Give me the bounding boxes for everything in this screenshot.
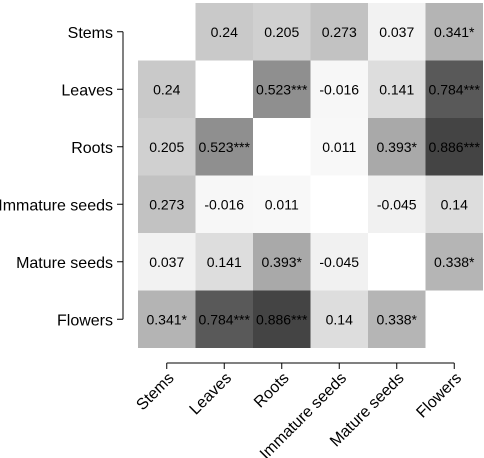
heatmap-cell-stems-mature-seeds bbox=[368, 3, 426, 61]
heatmap-cell-leaves-mature-seeds bbox=[368, 60, 426, 118]
cell-label-mature-seeds-leaves: 0.141 bbox=[207, 254, 242, 270]
cell-label-leaves-mature-seeds: 0.141 bbox=[379, 81, 414, 97]
heatmap-cell-roots-roots bbox=[253, 118, 311, 176]
cell-label-immature-seeds-leaves: -0.016 bbox=[204, 196, 244, 212]
cell-label-flowers-roots: 0.886*** bbox=[256, 311, 308, 327]
cell-label-mature-seeds-stems: 0.037 bbox=[149, 254, 184, 270]
y-tick-label-flowers: Flowers bbox=[57, 312, 113, 329]
heatmap-cell-flowers-leaves bbox=[195, 290, 253, 348]
heatmap-cell-mature-seeds-immature-seeds bbox=[310, 233, 368, 291]
cell-label-mature-seeds-roots: 0.393* bbox=[262, 254, 303, 270]
heatmap-cell-roots-leaves bbox=[195, 118, 253, 176]
y-axis: Stems Leaves Roots Immature seeds Mature see… bbox=[0, 25, 124, 329]
x-tick-label-roots: Roots bbox=[251, 370, 293, 412]
heatmap-cell-flowers-stems bbox=[138, 290, 196, 348]
y-tick-label-immature-seeds: Immature seeds bbox=[0, 197, 113, 214]
heatmap-cell-flowers-roots bbox=[253, 290, 311, 348]
cell-label-roots-stems: 0.205 bbox=[149, 139, 184, 155]
cell-label-leaves-immature-seeds: -0.016 bbox=[319, 81, 359, 97]
heatmap-cell-mature-seeds-stems bbox=[138, 233, 196, 291]
heatmap-cell-leaves-roots bbox=[253, 60, 311, 118]
y-tick-label-roots: Roots bbox=[71, 140, 113, 157]
y-tick-label-leaves: Leaves bbox=[61, 82, 113, 99]
heatmap-cell-immature-seeds-roots bbox=[253, 175, 311, 233]
heatmap-cell-roots-flowers bbox=[425, 118, 483, 176]
y-tick-label-stems: Stems bbox=[68, 25, 113, 42]
heatmap-cell-mature-seeds-flowers bbox=[425, 233, 483, 291]
cell-label-leaves-stems: 0.24 bbox=[153, 81, 180, 97]
heatmap-cell-roots-mature-seeds bbox=[368, 118, 426, 176]
cell-label-mature-seeds-flowers: 0.338* bbox=[434, 254, 475, 270]
cell-label-flowers-leaves: 0.784*** bbox=[199, 311, 251, 327]
heatmap-cell-stems-immature-seeds bbox=[310, 3, 368, 61]
x-tick-label-stems: Stems bbox=[133, 370, 177, 414]
heatmap-cell-immature-seeds-flowers bbox=[425, 175, 483, 233]
cell-label-flowers-stems: 0.341* bbox=[147, 311, 188, 327]
heatmap-cell-mature-seeds-roots bbox=[253, 233, 311, 291]
cell-label-roots-mature-seeds: 0.393* bbox=[377, 139, 418, 155]
cell-label-immature-seeds-stems: 0.273 bbox=[149, 196, 184, 212]
heatmap-cell-stems-flowers bbox=[425, 3, 483, 61]
heatmap-cells bbox=[138, 3, 483, 348]
heatmap-cell-immature-seeds-leaves bbox=[195, 175, 253, 233]
heatmap-cell-stems-roots bbox=[253, 3, 311, 61]
heatmap-cell-leaves-immature-seeds bbox=[310, 60, 368, 118]
heatmap-cell-labels: 0.24 0.205 0.273 0.037 0.341* 0.24 0.523*** -0.… bbox=[147, 24, 481, 328]
heatmap-cell-immature-seeds-immature-seeds bbox=[310, 175, 368, 233]
heatmap-cell-flowers-mature-seeds bbox=[368, 290, 426, 348]
x-tick-label-leaves: Leaves bbox=[187, 370, 236, 419]
heatmap-cell-flowers-immature-seeds bbox=[310, 290, 368, 348]
heatmap-cell-stems-leaves bbox=[195, 3, 253, 61]
cell-label-roots-immature-seeds: 0.011 bbox=[322, 139, 356, 155]
cell-label-stems-mature-seeds: 0.037 bbox=[379, 24, 414, 40]
heatmap-cell-leaves-flowers bbox=[425, 60, 483, 118]
cell-label-immature-seeds-flowers: 0.14 bbox=[441, 196, 468, 212]
heatmap-cell-immature-seeds-mature-seeds bbox=[368, 175, 426, 233]
heatmap-cell-roots-stems bbox=[138, 118, 196, 176]
heatmap-cell-leaves-stems bbox=[138, 60, 196, 118]
cell-label-leaves-roots: 0.523*** bbox=[256, 81, 308, 97]
cell-label-flowers-mature-seeds: 0.338* bbox=[377, 311, 418, 327]
heatmap-cell-flowers-flowers bbox=[425, 290, 483, 348]
cell-label-flowers-immature-seeds: 0.14 bbox=[326, 311, 353, 327]
cell-label-stems-leaves: 0.24 bbox=[211, 24, 238, 40]
heatmap-cell-roots-immature-seeds bbox=[310, 118, 368, 176]
x-tick-label-flowers: Flowers bbox=[413, 370, 465, 422]
cell-label-stems-flowers: 0.341* bbox=[434, 24, 475, 40]
heatmap-cell-immature-seeds-stems bbox=[138, 175, 196, 233]
cell-label-stems-immature-seeds: 0.273 bbox=[322, 24, 357, 40]
heatmap-cell-stems-stems bbox=[138, 3, 196, 61]
cell-label-immature-seeds-roots: 0.011 bbox=[265, 196, 299, 212]
cell-label-leaves-flowers: 0.784*** bbox=[429, 81, 481, 97]
cell-label-roots-leaves: 0.523*** bbox=[199, 139, 251, 155]
heatmap-cell-mature-seeds-leaves bbox=[195, 233, 253, 291]
cell-label-roots-flowers: 0.886*** bbox=[429, 139, 481, 155]
cell-label-immature-seeds-mature-seeds: -0.045 bbox=[377, 196, 417, 212]
cell-label-mature-seeds-immature-seeds: -0.045 bbox=[319, 254, 359, 270]
y-tick-label-mature-seeds: Mature seeds bbox=[16, 255, 113, 272]
heatmap-cell-leaves-leaves bbox=[195, 60, 253, 118]
heatmap-cell-mature-seeds-mature-seeds bbox=[368, 233, 426, 291]
cell-label-stems-roots: 0.205 bbox=[264, 24, 299, 40]
